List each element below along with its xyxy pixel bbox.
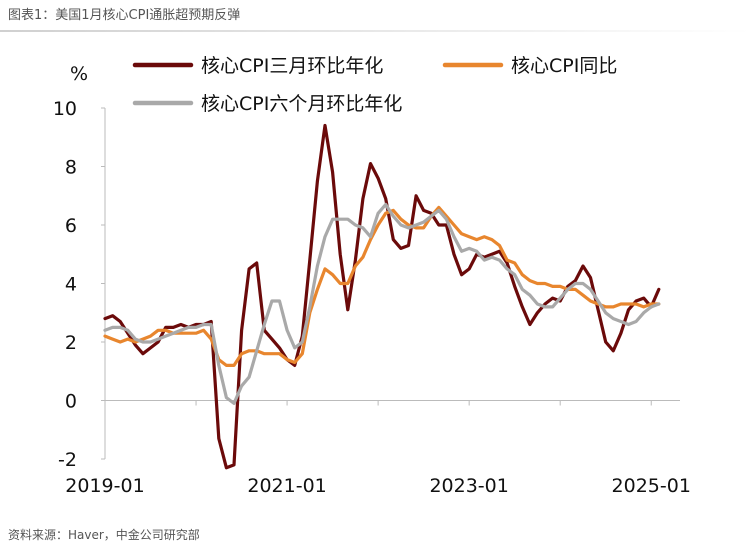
series-line-1 xyxy=(103,123,661,470)
y-axis-unit: % xyxy=(70,63,88,85)
y-tick-label: -2 xyxy=(58,449,77,471)
x-tick-label: 2021-01 xyxy=(247,475,326,497)
source-note: 资料来源：Haver，中金公司研究部 xyxy=(8,528,200,542)
x-tick-label: 2025-01 xyxy=(612,475,691,497)
y-tick-label: 10 xyxy=(53,98,77,120)
legend-label-1: 核心CPI三月环比年化 xyxy=(201,55,383,77)
line-chart: -2 0 2 4 6 8 10 2019-01 2021-01 2023-01 2025-01% 核心… xyxy=(53,55,691,497)
series-line-2 xyxy=(103,205,661,367)
legend-label-3: 核心CPI六个月环比年化 xyxy=(201,93,402,115)
y-tick-label: 8 xyxy=(65,157,77,179)
y-tick-label: 6 xyxy=(65,215,77,237)
figure-caption: 图表1：美国1月核心CPI通胀超预期反弹 xyxy=(8,8,241,23)
y-tick-label: 0 xyxy=(65,391,77,413)
legend-label-2: 核心CPI同比 xyxy=(511,55,617,77)
x-tick-label: 2023-01 xyxy=(429,475,508,497)
y-tick-label: 4 xyxy=(65,274,77,296)
y-tick-label: 2 xyxy=(65,332,77,354)
x-tick-label: 2019-01 xyxy=(65,475,144,497)
caption-divider xyxy=(0,30,751,32)
series-line-3 xyxy=(103,202,661,405)
